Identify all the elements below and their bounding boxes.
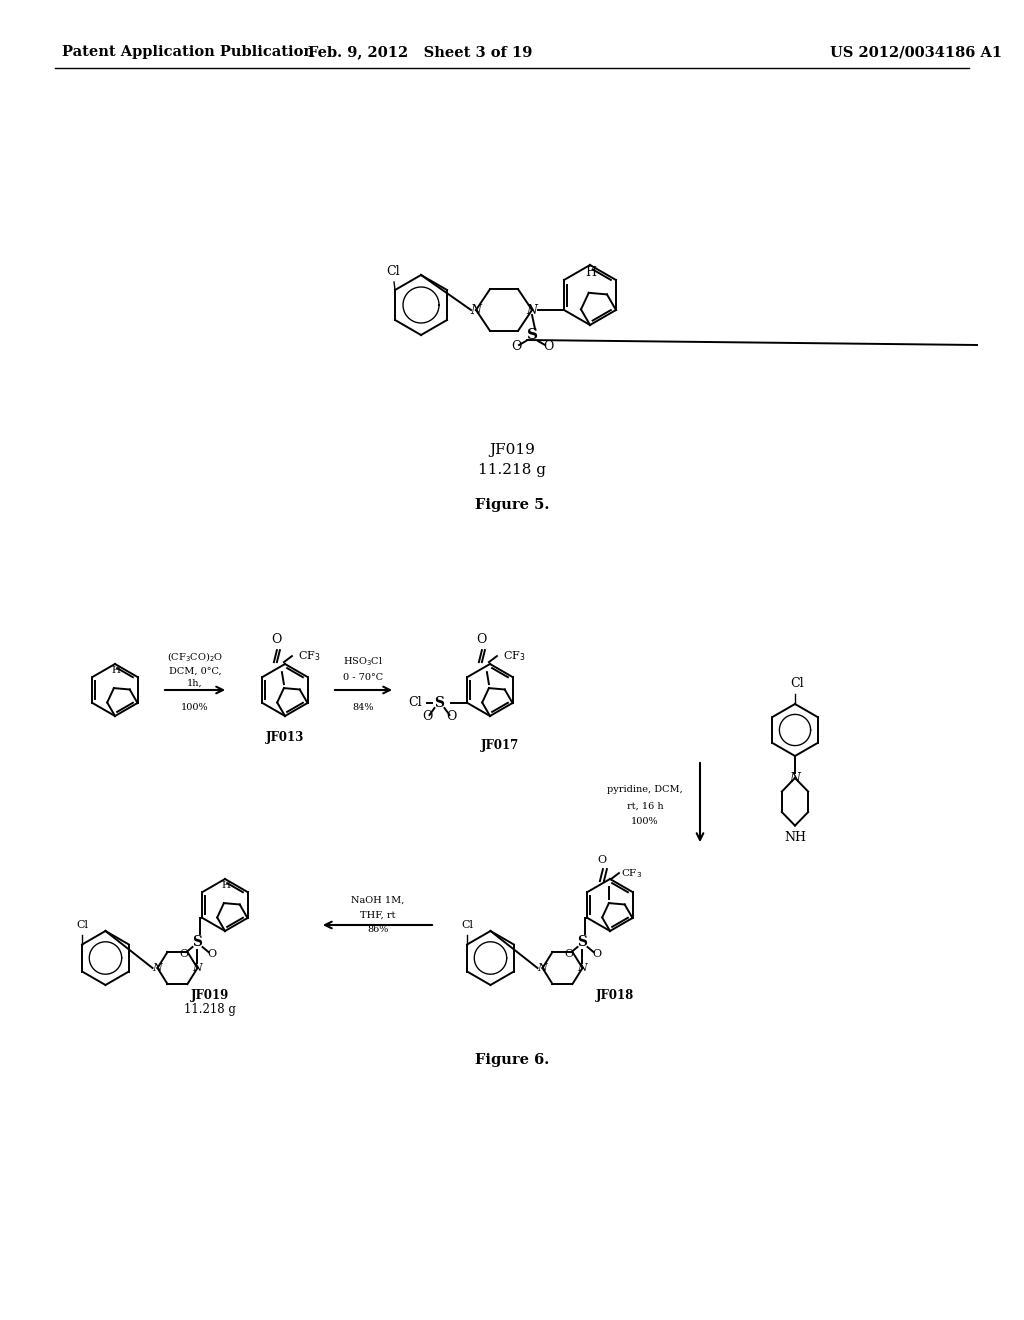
- Text: Cl: Cl: [791, 677, 804, 690]
- Text: S: S: [578, 935, 588, 949]
- Text: CF$_3$: CF$_3$: [621, 867, 642, 879]
- Text: Figure 6.: Figure 6.: [475, 1053, 549, 1067]
- Text: HSO$_3$Cl: HSO$_3$Cl: [343, 655, 383, 668]
- Text: N: N: [578, 964, 588, 973]
- Text: pyridine, DCM,: pyridine, DCM,: [607, 785, 683, 795]
- Text: O: O: [446, 710, 457, 723]
- Text: Cl: Cl: [461, 920, 473, 931]
- Text: O: O: [422, 710, 433, 723]
- Text: rt, 16 h: rt, 16 h: [627, 801, 664, 810]
- Text: CF$_3$: CF$_3$: [503, 649, 525, 663]
- Text: Cl: Cl: [386, 265, 399, 279]
- Text: 86%: 86%: [368, 925, 389, 935]
- Text: H: H: [221, 882, 230, 890]
- Text: 100%: 100%: [631, 817, 658, 826]
- Text: NaOH 1M,: NaOH 1M,: [351, 895, 404, 904]
- Text: S: S: [526, 327, 538, 342]
- Text: N: N: [790, 771, 801, 784]
- Text: N: N: [153, 964, 163, 973]
- Text: O: O: [207, 949, 216, 960]
- Text: JF017: JF017: [481, 738, 519, 751]
- Text: H: H: [112, 667, 121, 675]
- Text: S: S: [193, 935, 203, 949]
- Text: H: H: [586, 265, 596, 279]
- Text: Cl: Cl: [408, 697, 422, 710]
- Text: NH: NH: [784, 832, 806, 843]
- Text: O: O: [543, 341, 553, 354]
- Text: CF$_3$: CF$_3$: [298, 649, 321, 663]
- Text: N: N: [538, 964, 548, 973]
- Text: O: O: [179, 949, 188, 960]
- Text: US 2012/0034186 A1: US 2012/0034186 A1: [830, 45, 1002, 59]
- Text: 100%: 100%: [181, 704, 209, 713]
- Text: Patent Application Publication: Patent Application Publication: [62, 45, 314, 59]
- Text: THF, rt: THF, rt: [360, 911, 395, 920]
- Text: DCM, 0°C,: DCM, 0°C,: [169, 667, 221, 676]
- Text: JF018: JF018: [596, 989, 634, 1002]
- Text: O: O: [592, 949, 601, 960]
- Text: Cl: Cl: [76, 920, 88, 931]
- Text: O: O: [477, 634, 487, 645]
- Text: N: N: [470, 304, 481, 317]
- Text: Figure 5.: Figure 5.: [475, 498, 549, 512]
- Text: (CF$_3$CO)$_2$O: (CF$_3$CO)$_2$O: [167, 651, 223, 664]
- Text: 11.218 g: 11.218 g: [478, 463, 546, 477]
- Text: O: O: [597, 855, 606, 865]
- Text: S: S: [434, 696, 444, 710]
- Text: O: O: [511, 341, 521, 354]
- Text: 84%: 84%: [352, 704, 374, 713]
- Text: N: N: [526, 304, 538, 317]
- Text: Feb. 9, 2012   Sheet 3 of 19: Feb. 9, 2012 Sheet 3 of 19: [308, 45, 532, 59]
- Text: JF019: JF019: [190, 989, 229, 1002]
- Text: O: O: [271, 634, 282, 645]
- Text: 11.218 g: 11.218 g: [184, 1003, 236, 1016]
- Text: JF019: JF019: [489, 444, 535, 457]
- Text: JF013: JF013: [266, 731, 304, 744]
- Text: N: N: [193, 964, 203, 973]
- Text: 0 - 70°C: 0 - 70°C: [343, 673, 383, 682]
- Text: 1h,: 1h,: [187, 678, 203, 688]
- Text: O: O: [564, 949, 573, 960]
